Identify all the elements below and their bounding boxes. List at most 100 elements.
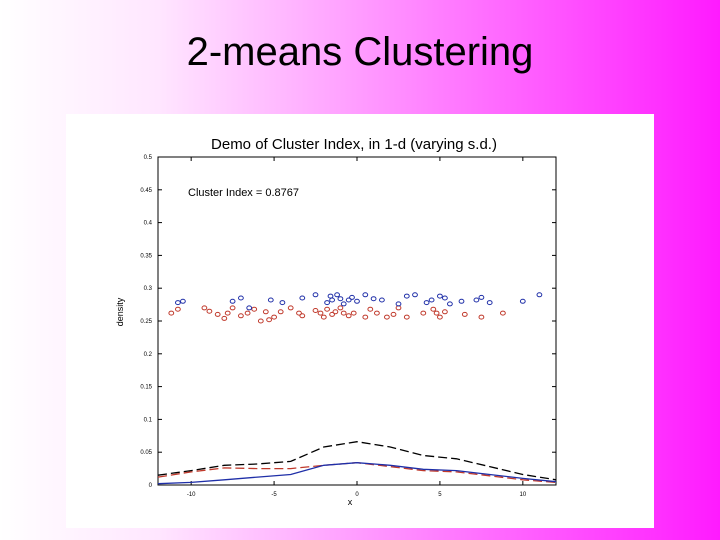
red-data-point [442, 309, 448, 315]
x-tick-label: -10 [187, 492, 196, 498]
slide-title: 2-means Clustering [186, 30, 534, 74]
blue-data-point [473, 297, 480, 303]
red-data-point [221, 315, 228, 321]
blue-data-point [238, 295, 244, 301]
blue-data-point [370, 296, 377, 302]
blue-data-point [267, 297, 274, 303]
red-data-point [201, 305, 208, 311]
data-points [168, 292, 543, 324]
red-data-point [175, 306, 181, 312]
red-data-point [312, 308, 319, 313]
blue-data-point [299, 295, 306, 301]
red-data-point [320, 314, 327, 320]
y-tick-label: 0.4 [144, 221, 153, 227]
blue-data-point [478, 294, 485, 300]
blue-data-point [279, 300, 286, 306]
x-tick-label: 0 [355, 492, 359, 498]
blue-data-point [379, 297, 385, 303]
blue-data-point [327, 293, 334, 299]
red-data-point [345, 313, 352, 319]
chart-title: Demo of Cluster Index, in 1-d (varying s… [211, 136, 497, 153]
blue-data-point [458, 298, 465, 304]
blue-data-point [340, 301, 347, 307]
y-tick-label: 0.5 [144, 155, 153, 161]
red-data-point [296, 310, 302, 316]
red-data-point [433, 310, 440, 316]
blue-data-point [349, 294, 355, 300]
x-axis-label: x [348, 497, 353, 507]
red-data-point [214, 311, 221, 317]
red-data-point [340, 310, 347, 316]
x-tick-label: 10 [519, 492, 526, 498]
x-tick-label: 5 [438, 492, 442, 498]
red-data-point [437, 314, 443, 320]
red-data-point [384, 314, 390, 320]
blue-data-point [246, 305, 253, 311]
red-data-point [277, 309, 284, 315]
red-data-point [478, 314, 485, 320]
red-data-point [224, 310, 231, 316]
plot-frame [157, 156, 557, 486]
y-tick-label: 0.45 [140, 188, 152, 194]
red-data-point [324, 306, 331, 312]
blue-data-point [312, 292, 319, 298]
red-data-point [238, 313, 244, 319]
red-data-point [390, 311, 397, 317]
x-tick-label: -5 [271, 492, 277, 498]
blue-data-point [442, 295, 448, 301]
blue-data-point [486, 300, 493, 306]
blue-data-point [403, 293, 410, 299]
red-data-point [332, 309, 339, 315]
blue-data-point [437, 293, 443, 299]
blue-data-point [354, 298, 360, 304]
red-data-point [395, 305, 402, 311]
blue-data-point [345, 297, 352, 303]
red-data-point [229, 305, 236, 311]
red-data-point [299, 313, 306, 319]
cluster-index-chart: Demo of Cluster Index, in 1-d (varying s… [115, 136, 557, 507]
blue-data-point [175, 300, 181, 306]
blue-data-point [337, 296, 344, 302]
red-data-point [257, 318, 264, 324]
plot-axes: 0 0.05 0.1 0.15 0.2 0.25 0.3 0.35 0.4 0.45 0.5 -10 -… [140, 155, 557, 498]
black-density-curve [157, 441, 557, 481]
y-tick-label: 0.2 [144, 352, 153, 358]
red-data-point [206, 308, 213, 314]
red-data-point [262, 309, 269, 315]
y-tick-label: 0.35 [140, 253, 152, 259]
red-data-point [367, 306, 374, 312]
y-tick-label: 0.1 [144, 417, 153, 423]
blue-data-point [324, 300, 331, 306]
red-data-point [244, 310, 251, 316]
y-axis-label: density [115, 297, 125, 326]
red-data-point [317, 310, 324, 316]
red-data-point [350, 310, 357, 316]
red-data-point [362, 314, 369, 320]
blue-data-point [428, 297, 435, 303]
blue-data-point [536, 292, 543, 298]
red-data-point [461, 311, 468, 317]
blue-data-point [395, 301, 402, 307]
red-data-point [337, 305, 344, 311]
y-tick-label: 0.05 [140, 450, 152, 456]
red-data-point [420, 310, 427, 316]
red-data-point [287, 305, 294, 311]
red-data-point [374, 310, 380, 316]
blue-data-point [447, 301, 453, 307]
blue-data-point [362, 292, 369, 298]
blue-density-curve [157, 462, 557, 485]
blue-data-point [229, 298, 236, 304]
blue-data-point [334, 292, 341, 298]
red-data-point [251, 306, 258, 312]
figure-panel: Demo of Cluster Index, in 1-d (varying s… [66, 114, 654, 528]
red-data-point [168, 310, 175, 316]
y-tick-label: 0.25 [140, 319, 152, 325]
red-data-point [500, 310, 506, 316]
cluster-index-annotation: Cluster Index = 0.8767 [188, 187, 299, 199]
red-data-point [329, 311, 336, 317]
y-tick-label: 0.15 [140, 385, 152, 391]
red-density-curve [157, 462, 557, 484]
blue-data-point [519, 298, 526, 304]
blue-data-point [329, 297, 336, 303]
red-data-point [403, 314, 410, 320]
